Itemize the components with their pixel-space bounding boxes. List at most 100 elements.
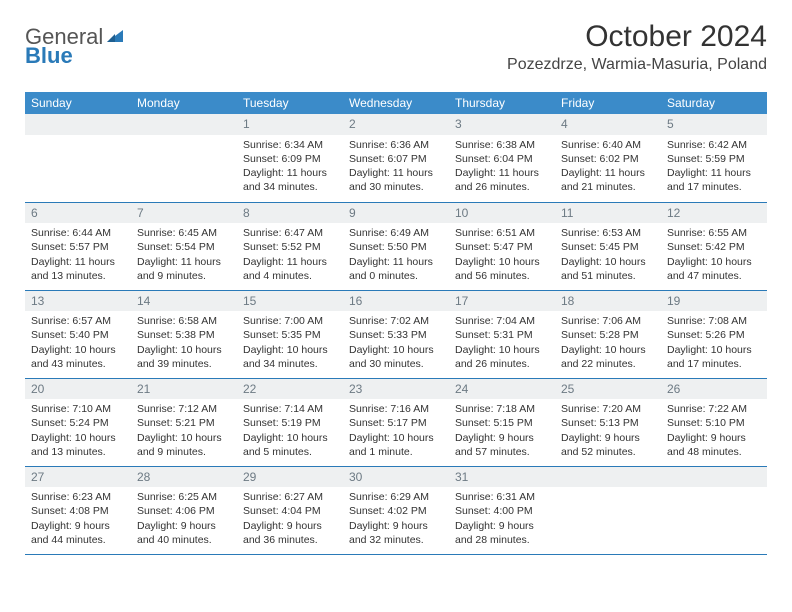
daylight-text: Daylight: 10 hours and 47 minutes. [667, 255, 761, 283]
day-number: 5 [661, 114, 767, 135]
day-details: Sunrise: 6:38 AMSunset: 6:04 PMDaylight:… [449, 135, 555, 201]
calendar-day-cell: 30Sunrise: 6:29 AMSunset: 4:02 PMDayligh… [343, 466, 449, 554]
daylight-text: Daylight: 11 hours and 21 minutes. [561, 166, 655, 194]
calendar-day-cell: 27Sunrise: 6:23 AMSunset: 4:08 PMDayligh… [25, 466, 131, 554]
calendar-week-row: 1Sunrise: 6:34 AMSunset: 6:09 PMDaylight… [25, 114, 767, 202]
day-details: Sunrise: 6:51 AMSunset: 5:47 PMDaylight:… [449, 223, 555, 289]
sunset-text: Sunset: 5:59 PM [667, 152, 761, 166]
day-number: 23 [343, 379, 449, 400]
daylight-text: Daylight: 11 hours and 34 minutes. [243, 166, 337, 194]
day-number: 7 [131, 203, 237, 224]
calendar-day-cell: 19Sunrise: 7:08 AMSunset: 5:26 PMDayligh… [661, 290, 767, 378]
calendar-day-cell [661, 466, 767, 554]
sunrise-text: Sunrise: 6:47 AM [243, 226, 337, 240]
day-number: 11 [555, 203, 661, 224]
daylight-text: Daylight: 11 hours and 0 minutes. [349, 255, 443, 283]
calendar-week-row: 13Sunrise: 6:57 AMSunset: 5:40 PMDayligh… [25, 290, 767, 378]
day-details: Sunrise: 6:57 AMSunset: 5:40 PMDaylight:… [25, 311, 131, 377]
day-number: 25 [555, 379, 661, 400]
day-number: 22 [237, 379, 343, 400]
calendar-day-cell: 26Sunrise: 7:22 AMSunset: 5:10 PMDayligh… [661, 378, 767, 466]
sunset-text: Sunset: 5:33 PM [349, 328, 443, 342]
calendar-day-cell [25, 114, 131, 202]
calendar-body: 1Sunrise: 6:34 AMSunset: 6:09 PMDaylight… [25, 114, 767, 554]
sunrise-text: Sunrise: 6:42 AM [667, 138, 761, 152]
day-details [555, 487, 661, 547]
title-block: October 2024 Pozezdrze, Warmia-Masuria, … [507, 20, 767, 74]
sunset-text: Sunset: 6:07 PM [349, 152, 443, 166]
day-details: Sunrise: 6:29 AMSunset: 4:02 PMDaylight:… [343, 487, 449, 553]
weekday-header: Saturday [661, 92, 767, 114]
day-details: Sunrise: 7:08 AMSunset: 5:26 PMDaylight:… [661, 311, 767, 377]
calendar-day-cell: 14Sunrise: 6:58 AMSunset: 5:38 PMDayligh… [131, 290, 237, 378]
daylight-text: Daylight: 11 hours and 13 minutes. [31, 255, 125, 283]
calendar-day-cell: 4Sunrise: 6:40 AMSunset: 6:02 PMDaylight… [555, 114, 661, 202]
day-details: Sunrise: 6:53 AMSunset: 5:45 PMDaylight:… [555, 223, 661, 289]
day-details: Sunrise: 6:36 AMSunset: 6:07 PMDaylight:… [343, 135, 449, 201]
calendar-day-cell: 9Sunrise: 6:49 AMSunset: 5:50 PMDaylight… [343, 202, 449, 290]
calendar-day-cell: 2Sunrise: 6:36 AMSunset: 6:07 PMDaylight… [343, 114, 449, 202]
calendar-day-cell: 5Sunrise: 6:42 AMSunset: 5:59 PMDaylight… [661, 114, 767, 202]
weekday-header: Wednesday [343, 92, 449, 114]
day-details: Sunrise: 6:23 AMSunset: 4:08 PMDaylight:… [25, 487, 131, 553]
day-details [25, 135, 131, 195]
sunrise-text: Sunrise: 6:55 AM [667, 226, 761, 240]
day-details: Sunrise: 7:16 AMSunset: 5:17 PMDaylight:… [343, 399, 449, 465]
day-details: Sunrise: 7:18 AMSunset: 5:15 PMDaylight:… [449, 399, 555, 465]
daylight-text: Daylight: 10 hours and 43 minutes. [31, 343, 125, 371]
sunset-text: Sunset: 5:47 PM [455, 240, 549, 254]
daylight-text: Daylight: 11 hours and 30 minutes. [349, 166, 443, 194]
day-details: Sunrise: 7:14 AMSunset: 5:19 PMDaylight:… [237, 399, 343, 465]
day-number [661, 467, 767, 488]
day-details: Sunrise: 7:22 AMSunset: 5:10 PMDaylight:… [661, 399, 767, 465]
daylight-text: Daylight: 10 hours and 51 minutes. [561, 255, 655, 283]
day-details: Sunrise: 6:34 AMSunset: 6:09 PMDaylight:… [237, 135, 343, 201]
day-details: Sunrise: 7:06 AMSunset: 5:28 PMDaylight:… [555, 311, 661, 377]
day-details: Sunrise: 6:49 AMSunset: 5:50 PMDaylight:… [343, 223, 449, 289]
daylight-text: Daylight: 9 hours and 44 minutes. [31, 519, 125, 547]
daylight-text: Daylight: 9 hours and 57 minutes. [455, 431, 549, 459]
logo-sail-icon [105, 28, 125, 49]
calendar-day-cell: 18Sunrise: 7:06 AMSunset: 5:28 PMDayligh… [555, 290, 661, 378]
daylight-text: Daylight: 10 hours and 17 minutes. [667, 343, 761, 371]
calendar-week-row: 20Sunrise: 7:10 AMSunset: 5:24 PMDayligh… [25, 378, 767, 466]
calendar-day-cell: 20Sunrise: 7:10 AMSunset: 5:24 PMDayligh… [25, 378, 131, 466]
daylight-text: Daylight: 10 hours and 5 minutes. [243, 431, 337, 459]
daylight-text: Daylight: 10 hours and 26 minutes. [455, 343, 549, 371]
sunset-text: Sunset: 5:28 PM [561, 328, 655, 342]
calendar-day-cell: 12Sunrise: 6:55 AMSunset: 5:42 PMDayligh… [661, 202, 767, 290]
sunset-text: Sunset: 5:40 PM [31, 328, 125, 342]
sunset-text: Sunset: 5:13 PM [561, 416, 655, 430]
sunrise-text: Sunrise: 6:23 AM [31, 490, 125, 504]
daylight-text: Daylight: 10 hours and 22 minutes. [561, 343, 655, 371]
calendar-day-cell: 3Sunrise: 6:38 AMSunset: 6:04 PMDaylight… [449, 114, 555, 202]
day-number: 21 [131, 379, 237, 400]
day-details [661, 487, 767, 547]
sunset-text: Sunset: 6:04 PM [455, 152, 549, 166]
sunset-text: Sunset: 5:21 PM [137, 416, 231, 430]
day-number: 12 [661, 203, 767, 224]
sunrise-text: Sunrise: 6:51 AM [455, 226, 549, 240]
sunset-text: Sunset: 6:02 PM [561, 152, 655, 166]
sunset-text: Sunset: 4:06 PM [137, 504, 231, 518]
sunset-text: Sunset: 5:10 PM [667, 416, 761, 430]
sunrise-text: Sunrise: 7:20 AM [561, 402, 655, 416]
calendar-day-cell: 8Sunrise: 6:47 AMSunset: 5:52 PMDaylight… [237, 202, 343, 290]
calendar-day-cell: 23Sunrise: 7:16 AMSunset: 5:17 PMDayligh… [343, 378, 449, 466]
day-details: Sunrise: 6:25 AMSunset: 4:06 PMDaylight:… [131, 487, 237, 553]
daylight-text: Daylight: 9 hours and 32 minutes. [349, 519, 443, 547]
sunrise-text: Sunrise: 6:27 AM [243, 490, 337, 504]
day-number: 17 [449, 291, 555, 312]
day-number: 16 [343, 291, 449, 312]
weekday-header: Monday [131, 92, 237, 114]
day-details: Sunrise: 7:20 AMSunset: 5:13 PMDaylight:… [555, 399, 661, 465]
day-details: Sunrise: 6:45 AMSunset: 5:54 PMDaylight:… [131, 223, 237, 289]
sunset-text: Sunset: 4:02 PM [349, 504, 443, 518]
month-title: October 2024 [507, 20, 767, 54]
day-number: 6 [25, 203, 131, 224]
daylight-text: Daylight: 10 hours and 34 minutes. [243, 343, 337, 371]
day-number: 4 [555, 114, 661, 135]
sunrise-text: Sunrise: 6:44 AM [31, 226, 125, 240]
day-details: Sunrise: 6:40 AMSunset: 6:02 PMDaylight:… [555, 135, 661, 201]
calendar-day-cell: 29Sunrise: 6:27 AMSunset: 4:04 PMDayligh… [237, 466, 343, 554]
